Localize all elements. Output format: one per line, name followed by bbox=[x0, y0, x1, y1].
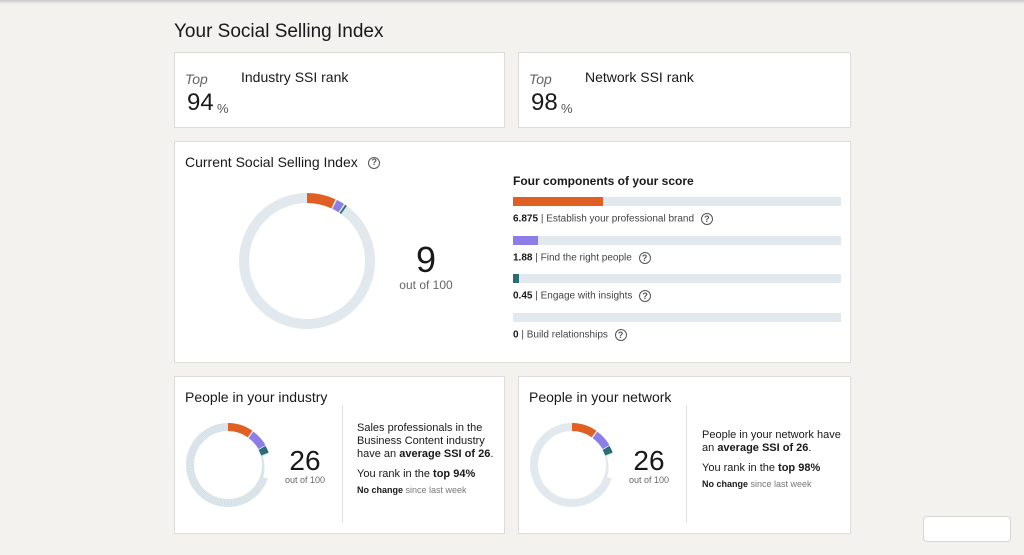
component-bar-relationships bbox=[513, 313, 841, 322]
network-out-of: out of 100 bbox=[628, 475, 670, 485]
desc-text: have an bbox=[357, 448, 397, 460]
industry-score: 26 bbox=[289, 445, 321, 476]
component-bar-find bbox=[513, 236, 841, 245]
network-donut-chart bbox=[530, 422, 615, 507]
donut-track bbox=[239, 193, 375, 329]
donut-segment-relationships bbox=[606, 454, 615, 479]
donut-segment-brand bbox=[239, 193, 375, 329]
industry-top-word: Top bbox=[185, 71, 208, 87]
rank-line: You rank in the top 94% bbox=[357, 468, 502, 481]
current-ssi-card: Current Social Selling Index ? 9 out of … bbox=[174, 141, 851, 363]
change-line: No change since last week bbox=[357, 485, 502, 495]
current-ssi-header: Current Social Selling Index ? bbox=[185, 154, 381, 172]
help-icon[interactable]: ? bbox=[700, 213, 713, 225]
donut-segment-engage bbox=[602, 445, 613, 456]
help-icon[interactable]: ? bbox=[368, 156, 381, 169]
donut-segment-find bbox=[248, 431, 266, 450]
divider bbox=[686, 405, 687, 523]
rank-text: You rank in the bbox=[357, 468, 430, 480]
desc-text: . bbox=[490, 448, 494, 460]
top-shadow bbox=[0, 0, 1024, 4]
component-bar-engage bbox=[513, 274, 841, 283]
industry-rank-card: Top Industry SSI rank 94 % bbox=[174, 52, 505, 128]
rank-text: You rank in the bbox=[702, 462, 775, 474]
donut-segment-engage bbox=[258, 445, 269, 456]
industry-score-block: 26 out of 100 bbox=[280, 445, 330, 486]
ssi-score-block: 9 out of 100 bbox=[391, 239, 461, 293]
change-bold: No change bbox=[357, 485, 404, 495]
floating-button[interactable] bbox=[923, 516, 1011, 542]
component-name: | Find the right people bbox=[535, 252, 632, 264]
component-label-brand: 6.875 | Establish your professional bran… bbox=[513, 213, 713, 225]
component-name: | Engage with insights bbox=[535, 290, 633, 302]
donut-segment-find bbox=[592, 431, 610, 450]
component-label-engage: 0.45 | Engage with insights ? bbox=[513, 290, 652, 302]
industry-description: Sales professionals in the Business Cont… bbox=[357, 422, 502, 495]
ssi-score: 9 bbox=[415, 239, 437, 280]
ssi-out-of: out of 100 bbox=[399, 278, 453, 292]
donut-segment-brand bbox=[227, 422, 253, 438]
donut-segment-relationships bbox=[262, 454, 271, 479]
desc-line: have an average SSI of 26. bbox=[357, 448, 502, 461]
components-heading: Four components of your score bbox=[513, 174, 694, 188]
industry-rank-unit: % bbox=[217, 101, 229, 116]
industry-rank-value: 94 bbox=[187, 89, 214, 116]
network-score: 26 bbox=[633, 445, 665, 476]
desc-line: an average SSI of 26. bbox=[702, 442, 848, 455]
desc-text: an bbox=[702, 442, 715, 454]
current-ssi-title: Current Social Selling Index bbox=[185, 154, 358, 170]
help-icon[interactable]: ? bbox=[614, 329, 627, 341]
industry-rank-title: Industry SSI rank bbox=[241, 69, 349, 85]
desc-text: . bbox=[808, 442, 812, 454]
change-text: since last week bbox=[405, 485, 467, 495]
industry-donut-chart bbox=[186, 422, 271, 507]
component-bar-fill bbox=[513, 236, 538, 245]
desc-line: Business Content industry bbox=[357, 435, 485, 447]
help-icon[interactable]: ? bbox=[638, 252, 651, 264]
component-bar-fill bbox=[513, 274, 519, 283]
industry-people-title: People in your industry bbox=[185, 389, 328, 405]
industry-people-card: People in your industry 26 out of 100 Sa… bbox=[174, 376, 505, 534]
industry-out-of: out of 100 bbox=[284, 475, 326, 485]
rank-bold: top 94% bbox=[433, 468, 476, 480]
component-value: 0 bbox=[513, 329, 519, 341]
desc-bold: average SSI of 26 bbox=[717, 442, 809, 454]
rank-bold: top 98% bbox=[778, 462, 821, 474]
desc-line: People in your network have bbox=[702, 429, 841, 441]
network-rank-unit: % bbox=[561, 101, 573, 116]
divider bbox=[342, 405, 343, 523]
component-value: 6.875 bbox=[513, 213, 539, 225]
desc-line: Sales professionals in the bbox=[357, 422, 483, 434]
component-label-relationships: 0 | Build relationships ? bbox=[513, 329, 627, 341]
network-rank-card: Top Network SSI rank 98 % bbox=[518, 52, 851, 128]
component-label-find: 1.88 | Find the right people ? bbox=[513, 252, 651, 264]
component-name: | Build relationships bbox=[521, 329, 608, 341]
network-score-block: 26 out of 100 bbox=[624, 445, 674, 486]
network-people-title: People in your network bbox=[529, 389, 672, 405]
component-value: 0.45 bbox=[513, 290, 533, 302]
rank-line: You rank in the top 98% bbox=[702, 462, 848, 475]
network-top-word: Top bbox=[529, 71, 552, 87]
component-bar-brand bbox=[513, 197, 841, 206]
network-description: People in your network have an average S… bbox=[702, 429, 848, 489]
change-bold: No change bbox=[702, 479, 749, 489]
page-title: Your Social Selling Index bbox=[174, 21, 384, 42]
ssi-donut-chart bbox=[239, 193, 375, 329]
desc-bold: average SSI of 26 bbox=[399, 448, 491, 460]
network-people-card: People in your network 26 out of 100 Peo… bbox=[518, 376, 851, 534]
donut-segment-brand bbox=[571, 422, 597, 438]
change-text: since last week bbox=[750, 479, 812, 489]
component-bar-fill bbox=[513, 197, 604, 206]
change-line: No change since last week bbox=[702, 479, 848, 489]
component-value: 1.88 bbox=[513, 252, 533, 264]
network-rank-title: Network SSI rank bbox=[585, 69, 694, 85]
help-icon[interactable]: ? bbox=[639, 290, 652, 302]
component-name: | Establish your professional brand bbox=[540, 213, 695, 225]
network-rank-value: 98 bbox=[531, 89, 558, 116]
